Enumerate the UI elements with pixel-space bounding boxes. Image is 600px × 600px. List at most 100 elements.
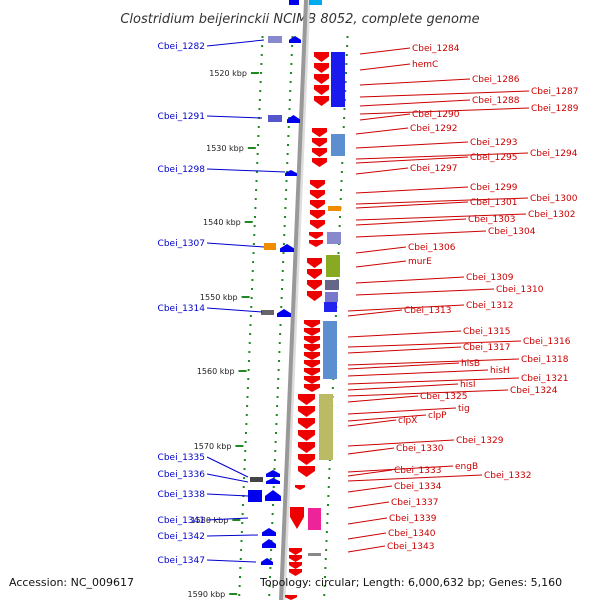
reverse-strand-gene-arrow — [298, 418, 315, 429]
track-dot — [243, 459, 246, 461]
forward-strand-gene-arrow — [262, 528, 276, 536]
gene-label: Cbei_1335 — [158, 453, 205, 463]
forward-strand-gene-arrow — [261, 558, 273, 565]
label-leader-line — [359, 99, 471, 107]
track-dot — [252, 252, 255, 254]
feature-box — [261, 310, 274, 315]
feature-box — [319, 394, 333, 460]
track-dot — [257, 126, 260, 128]
track-dot — [238, 594, 241, 596]
feature-box — [268, 115, 282, 122]
track-dot — [323, 594, 326, 596]
kbp-tick-label: 1550 kbp — [200, 293, 238, 302]
track-dot — [283, 234, 286, 236]
label-leader-line — [355, 218, 467, 226]
track-dot — [281, 279, 284, 281]
gene-label: hisI — [460, 380, 476, 390]
track-dot — [290, 63, 293, 65]
label-leader-line — [206, 534, 259, 537]
reverse-strand-gene-arrow — [310, 210, 325, 219]
track-dot — [284, 207, 287, 209]
track-dot — [254, 207, 257, 209]
gene-label: Cbei_1315 — [463, 327, 510, 337]
track-dot — [289, 81, 292, 83]
track-dot — [325, 531, 328, 533]
feature-box — [323, 321, 337, 379]
forward-strand-gene-arrow — [285, 170, 297, 176]
gene-label: engB — [455, 462, 478, 472]
track-dot — [287, 135, 290, 137]
track-dot — [246, 396, 249, 398]
track-dot — [268, 594, 271, 596]
track-dot — [256, 153, 259, 155]
track-dot — [338, 225, 341, 227]
reverse-strand-gene-arrow — [298, 442, 315, 453]
track-dot — [248, 351, 251, 353]
reverse-strand-gene-arrow — [298, 454, 315, 465]
reverse-strand-gene-arrow — [298, 406, 315, 417]
gene-label: Cbei_1297 — [410, 164, 457, 174]
gene-label: Cbei_1295 — [470, 153, 517, 163]
track-dot — [239, 576, 241, 578]
reverse-strand-gene-arrow — [285, 595, 297, 600]
gene-label: Cbei_1336 — [158, 470, 206, 480]
track-dot — [289, 90, 292, 92]
label-leader-line — [206, 115, 263, 119]
reverse-strand-gene-arrow — [298, 430, 315, 441]
gene-label: Cbei_1294 — [530, 149, 578, 159]
gene-label: Cbei_1343 — [387, 542, 434, 552]
track-dot — [337, 252, 340, 254]
track-dot — [343, 117, 346, 119]
track-dot — [277, 378, 280, 380]
track-dot — [247, 369, 250, 371]
track-dot — [261, 36, 264, 38]
forward-strand-gene-arrow — [266, 478, 280, 484]
track-dot — [288, 108, 291, 110]
left-gene-labels: Cbei_1282 Cbei_1291 Cbei_1298 Cbei_1307 Cbei… — [158, 39, 286, 566]
track-dot — [323, 585, 326, 587]
gene-label: Cbei_1304 — [488, 227, 536, 237]
label-leader-line — [347, 362, 460, 370]
label-leader-line — [347, 517, 388, 525]
track-dot — [326, 522, 329, 524]
track-dot — [261, 45, 264, 47]
reverse-strand-gene-arrow — [295, 485, 305, 490]
label-leader-line — [347, 439, 455, 447]
track-dot — [340, 180, 343, 182]
reverse-strand-gene-arrow — [289, 555, 302, 562]
gene-label: Cbei_1286 — [472, 75, 520, 85]
track-dot — [273, 459, 276, 461]
track-dot — [345, 72, 347, 74]
reverse-strand-gene-arrow — [309, 232, 323, 239]
feature-box — [331, 134, 345, 156]
track-dot — [325, 549, 328, 551]
track-dot — [341, 162, 344, 164]
reverse-strand-gene-arrow — [314, 96, 329, 106]
reverse-strand-gene-arrow — [290, 507, 304, 529]
gene-label: Cbei_1301 — [470, 198, 517, 208]
right-gene-labels: Cbei_1284 hemC Cbei_1286 Cbei_1287 Cbei_1288… — [347, 44, 579, 553]
track-dot — [340, 189, 343, 191]
kbp-tick-label: 1580 kbp — [191, 516, 229, 525]
reverse-strand-gene-arrow — [304, 352, 320, 360]
track-dot — [249, 315, 252, 317]
track-dot — [239, 558, 242, 560]
gene-label: Cbei_1313 — [404, 306, 451, 316]
label-leader-line — [347, 407, 457, 415]
track-dot — [282, 252, 285, 254]
kbp-tick-label: 1520 kbp — [209, 69, 247, 78]
track-dot — [245, 432, 247, 434]
label-leader-line — [355, 246, 407, 254]
reverse-strand-gene-arrow — [309, 240, 323, 247]
track-dot — [268, 585, 271, 587]
track-dot — [258, 99, 261, 101]
track-dot — [243, 477, 246, 479]
reverse-strand-gene-arrow — [304, 344, 320, 352]
label-leader-line — [355, 213, 527, 221]
label-leader-line — [355, 167, 409, 175]
gene-label: Cbei_1332 — [484, 471, 531, 481]
reverse-strand-gene-arrow — [314, 63, 329, 73]
gene-label: Cbei_1282 — [158, 42, 205, 52]
label-leader-line — [347, 389, 509, 397]
gene-label: Cbei_1300 — [530, 194, 578, 204]
